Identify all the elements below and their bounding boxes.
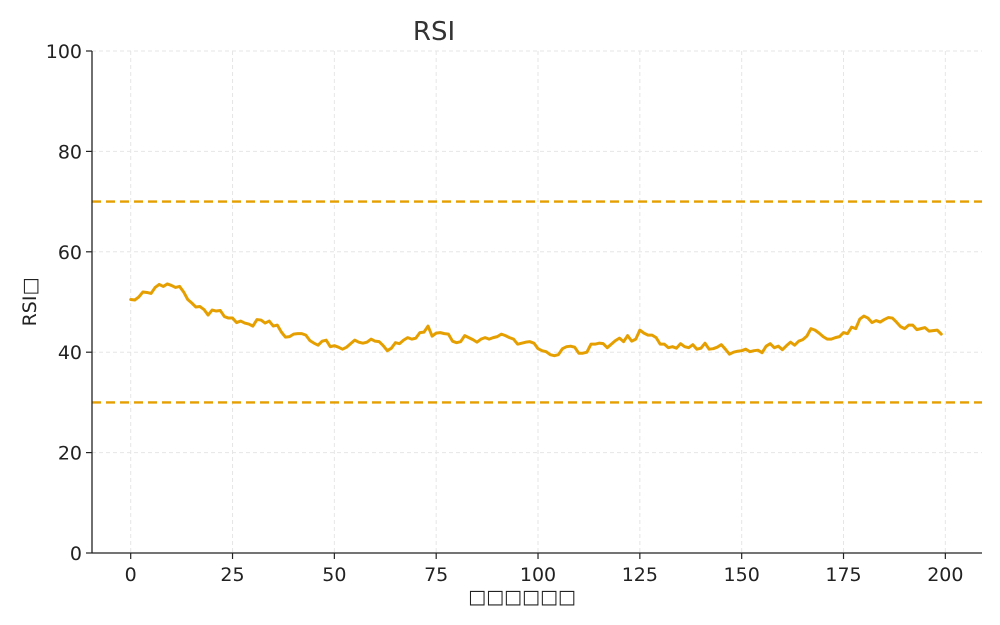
y-tick-label: 60 xyxy=(58,242,82,264)
reference-lines xyxy=(92,200,982,404)
x-tick-label: 100 xyxy=(520,564,556,586)
x-tick-label: 175 xyxy=(825,564,861,586)
y-axis-title: RSI□ xyxy=(19,278,41,327)
x-tick-label: 75 xyxy=(424,564,448,586)
x-tick-label: 200 xyxy=(927,564,963,586)
y-tick-label: 40 xyxy=(58,342,82,364)
chart-title: RSI xyxy=(413,17,455,47)
x-tick-label: 0 xyxy=(125,564,137,586)
series-layer xyxy=(129,282,943,358)
y-tick-label: 0 xyxy=(70,543,82,565)
axes xyxy=(91,51,982,554)
rsi-series-line xyxy=(129,282,943,358)
x-tick-label: 125 xyxy=(622,564,658,586)
tick-layer: 0 25 50 75 100 125 150 175 200 0 20 40 60 80 100 xyxy=(46,41,964,586)
x-tick-label: 50 xyxy=(322,564,346,586)
grid-layer xyxy=(92,50,982,554)
x-axis-title: □□□□□□ xyxy=(468,586,576,608)
y-tick-label: 100 xyxy=(46,41,82,63)
y-tick-label: 80 xyxy=(58,141,82,163)
x-tick-label: 25 xyxy=(220,564,244,586)
x-tick-label: 150 xyxy=(724,564,760,586)
y-tick-label: 20 xyxy=(58,443,82,465)
